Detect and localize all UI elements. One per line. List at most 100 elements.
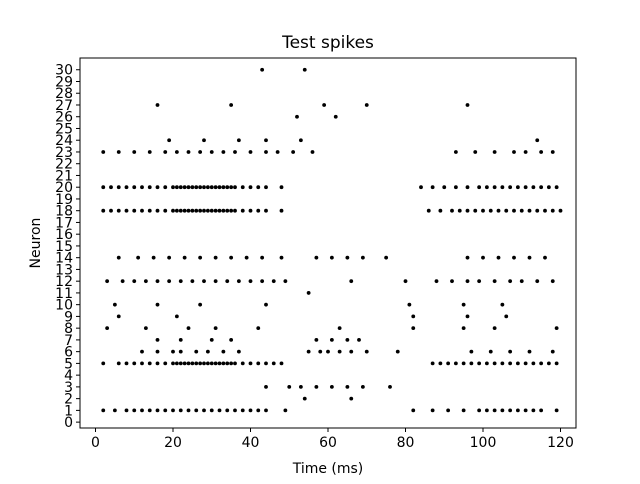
- spike-marker: [248, 185, 253, 190]
- spike-marker: [287, 384, 292, 389]
- spike-marker: [198, 361, 203, 366]
- spike-marker: [535, 138, 540, 143]
- spike-marker: [202, 185, 206, 190]
- spike-marker: [453, 185, 458, 190]
- spike-marker: [477, 361, 482, 366]
- spike-marker: [186, 408, 191, 413]
- y-axis-label: Neuron: [28, 218, 44, 269]
- spike-marker: [508, 349, 513, 354]
- spike-marker: [225, 185, 230, 190]
- spike-marker: [271, 361, 276, 366]
- spike-marker: [202, 361, 206, 366]
- spike-marker: [240, 208, 245, 213]
- spike-marker: [535, 279, 540, 284]
- spike-marker: [554, 408, 559, 413]
- spike-marker: [403, 279, 408, 284]
- spike-marker: [213, 185, 218, 190]
- plot-frame: [79, 57, 577, 429]
- spike-marker: [182, 255, 187, 260]
- spike-marker: [101, 185, 106, 190]
- spike-marker: [213, 279, 218, 284]
- spike-marker: [264, 384, 268, 389]
- spike-marker: [326, 349, 330, 354]
- spike-marker: [349, 396, 354, 401]
- x-axis-label: Time (ms): [292, 461, 364, 477]
- spike-marker: [345, 255, 350, 260]
- spike-marker: [256, 361, 261, 366]
- spike-marker: [132, 150, 137, 154]
- spike-marker: [190, 208, 195, 213]
- y-tick-label: 22: [55, 157, 73, 173]
- spike-marker: [124, 208, 129, 213]
- spike-marker: [205, 208, 210, 213]
- y-tick-label: 25: [55, 121, 73, 137]
- spike-marker: [163, 361, 168, 366]
- spike-marker: [167, 138, 172, 143]
- spike-marker: [496, 208, 501, 213]
- spike-marker: [198, 302, 203, 307]
- spike-marker: [194, 208, 199, 213]
- spike-marker: [329, 384, 334, 389]
- spike-marker: [322, 103, 327, 107]
- spike-marker: [256, 408, 261, 413]
- y-tick-label: 14: [55, 251, 73, 267]
- spike-marker: [550, 349, 555, 354]
- spike-marker: [229, 361, 234, 366]
- y-tick-label: 16: [55, 227, 73, 243]
- y-tick-label: 15: [55, 239, 73, 255]
- y-tick-label: 23: [55, 145, 73, 161]
- spike-marker: [488, 349, 493, 354]
- spike-marker: [453, 361, 458, 366]
- spike-marker: [244, 255, 249, 260]
- spike-marker: [523, 185, 528, 190]
- spike-marker: [264, 302, 268, 307]
- spike-marker: [229, 208, 234, 213]
- spike-marker: [105, 279, 110, 284]
- y-tick-label: 28: [55, 86, 73, 102]
- spike-marker: [174, 208, 179, 213]
- spike-marker: [155, 408, 160, 413]
- spike-marker: [527, 349, 532, 354]
- spike-marker: [492, 326, 497, 331]
- spike-marker: [194, 185, 199, 190]
- x-tick-label: 0: [91, 435, 100, 451]
- spike-marker: [442, 185, 447, 190]
- spike-marker: [550, 150, 555, 154]
- y-tick-label: 10: [55, 298, 73, 314]
- spike-marker: [140, 185, 144, 190]
- spike-marker: [124, 408, 129, 413]
- spike-marker: [360, 384, 365, 389]
- spike-marker: [488, 208, 493, 213]
- y-tick-label: 5: [64, 356, 73, 372]
- spike-marker: [233, 408, 237, 413]
- spike-marker: [140, 361, 144, 366]
- spike-marker: [163, 150, 168, 154]
- spike-marker: [546, 361, 551, 366]
- spike-marker: [236, 349, 241, 354]
- spike-marker: [256, 185, 261, 190]
- spike-marker: [155, 208, 160, 213]
- y-tick-label: 20: [55, 180, 73, 196]
- spike-marker: [492, 361, 497, 366]
- spike-marker: [500, 408, 505, 413]
- spike-marker: [461, 361, 466, 366]
- spike-marker: [140, 208, 144, 213]
- spike-marker: [395, 349, 400, 354]
- spike-marker: [221, 150, 226, 154]
- spike-marker: [116, 314, 121, 319]
- spike-marker: [209, 338, 214, 342]
- spike-marker: [492, 279, 497, 284]
- spike-marker: [209, 208, 214, 213]
- spike-marker: [264, 408, 268, 413]
- spike-marker: [182, 208, 187, 213]
- spike-marker: [426, 208, 431, 213]
- spike-marker: [539, 361, 544, 366]
- spike-marker: [291, 150, 296, 154]
- spike-marker: [453, 150, 458, 154]
- spike-marker: [163, 408, 168, 413]
- spike-marker: [248, 408, 253, 413]
- spike-marker: [116, 361, 121, 366]
- spike-marker: [473, 150, 478, 154]
- y-tick-label: 0: [64, 415, 73, 431]
- spike-marker: [333, 114, 338, 119]
